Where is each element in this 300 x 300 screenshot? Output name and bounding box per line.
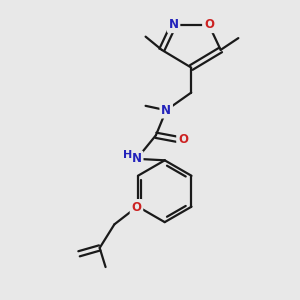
Text: O: O bbox=[131, 201, 142, 214]
Text: N: N bbox=[132, 152, 142, 165]
Text: H: H bbox=[123, 150, 132, 160]
Text: O: O bbox=[204, 18, 214, 32]
Text: N: N bbox=[161, 104, 171, 117]
Text: O: O bbox=[178, 133, 188, 146]
Text: N: N bbox=[169, 18, 178, 32]
